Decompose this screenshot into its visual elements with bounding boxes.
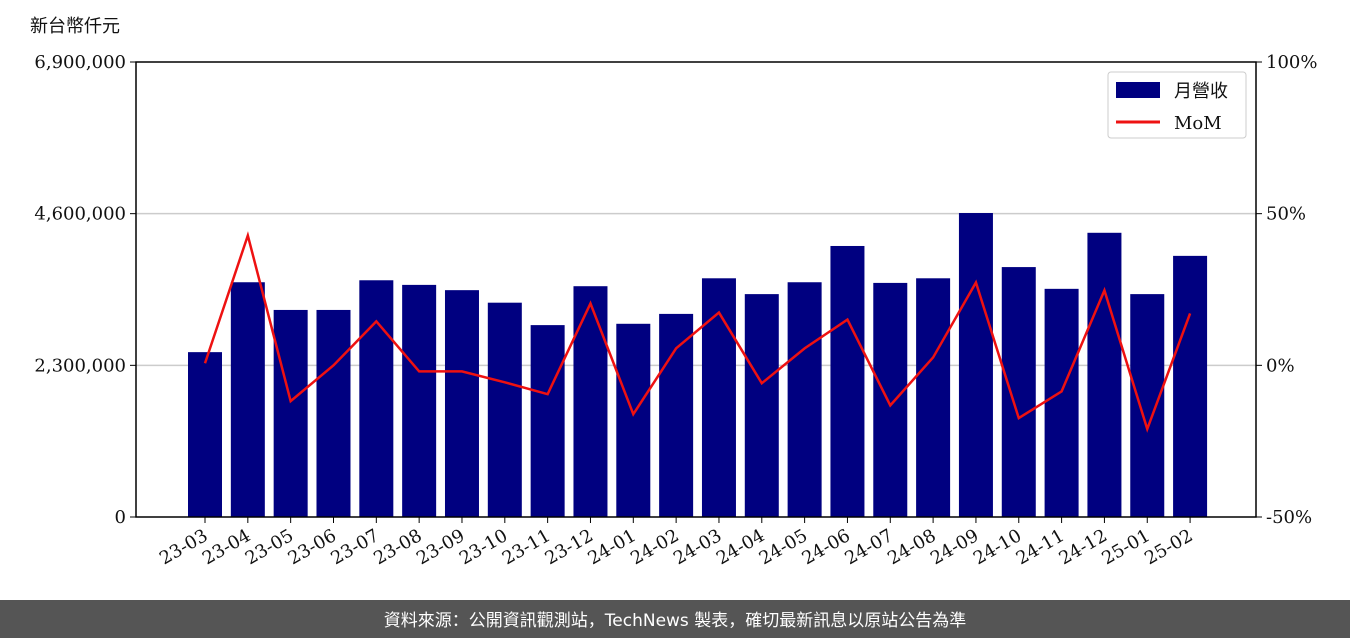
- x-tick-label: 25-02: [1141, 525, 1196, 569]
- y2-tick-label: -50%: [1266, 507, 1312, 528]
- y-tick-label: 2,300,000: [34, 355, 126, 376]
- bar: [316, 309, 351, 517]
- x-tick-label: 24-06: [799, 525, 854, 569]
- x-tick-label: 24-12: [1055, 525, 1110, 569]
- y2-tick-label: 0%: [1266, 355, 1295, 376]
- legend-swatch: [1116, 82, 1160, 98]
- x-tick-label: 23-10: [456, 525, 511, 569]
- x-tick-label: 25-01: [1098, 525, 1153, 569]
- x-tick-label: 23-08: [370, 525, 425, 569]
- bar: [273, 309, 308, 517]
- mom-line: [203, 231, 1192, 433]
- bar: [659, 313, 694, 517]
- bar: [916, 278, 951, 517]
- bar: [230, 282, 265, 517]
- y2-tick-label: 100%: [1266, 52, 1317, 73]
- x-tick-label: 23-09: [413, 525, 468, 569]
- bar: [787, 282, 822, 517]
- bar: [830, 245, 865, 517]
- bar: [402, 284, 437, 517]
- y2-tick-label: 50%: [1266, 204, 1306, 225]
- footer-text: 資料來源：公開資訊觀測站，TechNews 製表，確切最新訊息以原站公告為準: [384, 611, 966, 631]
- bar: [616, 323, 651, 517]
- y-tick-label: 4,600,000: [34, 204, 126, 225]
- x-tick-label: 23-05: [242, 525, 297, 569]
- bar: [188, 352, 222, 517]
- bar: [444, 290, 479, 517]
- legend-label: 月營收: [1174, 81, 1228, 102]
- x-tick-label: 24-05: [756, 525, 811, 569]
- bar: [873, 282, 908, 517]
- x-tick-label: 23-06: [285, 525, 340, 569]
- footer-bar: [0, 600, 1350, 638]
- y-axis-label: 新台幣仟元: [30, 16, 120, 37]
- x-tick-label: 23-11: [499, 525, 554, 569]
- x-tick-label: 24-02: [627, 525, 682, 569]
- bar: [958, 213, 993, 517]
- x-tick-label: 24-04: [713, 525, 768, 569]
- bar: [1044, 288, 1079, 517]
- legend-label: MoM: [1174, 113, 1222, 134]
- bar: [487, 302, 522, 517]
- bar: [573, 286, 608, 517]
- x-tick-label: 24-03: [670, 525, 725, 569]
- x-tick-label: 24-07: [841, 525, 896, 569]
- bar: [1130, 294, 1165, 517]
- plot-frame: [135, 61, 1257, 518]
- x-tick-label: 23-03: [156, 525, 211, 569]
- x-tick-label: 24-09: [927, 525, 982, 569]
- bar: [1173, 255, 1208, 517]
- bar: [1001, 267, 1036, 517]
- bar: [744, 294, 779, 517]
- x-tick-label: 23-12: [542, 525, 597, 569]
- bar: [359, 280, 394, 517]
- x-tick-label: 24-11: [1013, 525, 1068, 569]
- bar: [530, 325, 565, 517]
- y-tick-label: 0: [115, 507, 126, 528]
- y-tick-label: 6,900,000: [34, 52, 126, 73]
- x-tick-label: 24-08: [884, 525, 939, 569]
- x-tick-label: 24-10: [970, 525, 1025, 569]
- bar: [701, 278, 736, 517]
- x-tick-label: 23-04: [199, 525, 254, 569]
- x-tick-label: 23-07: [327, 525, 382, 569]
- bar: [1087, 232, 1122, 517]
- x-tick-label: 24-01: [584, 525, 639, 569]
